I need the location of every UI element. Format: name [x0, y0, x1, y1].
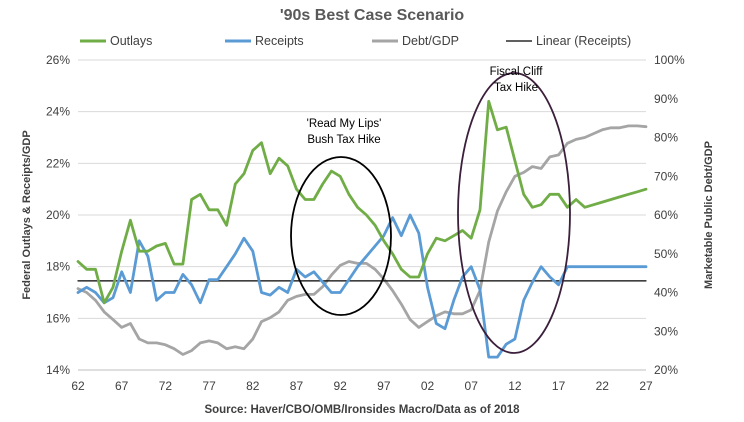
x-tick-label: 97	[377, 379, 391, 393]
y-right-tick-label: 30%	[654, 324, 678, 338]
x-tick-label: 87	[290, 379, 304, 393]
x-tick-label: 22	[596, 379, 610, 393]
x-tick-label: 82	[246, 379, 260, 393]
x-tick-label: 62	[71, 379, 85, 393]
y-right-tick-label: 60%	[654, 208, 678, 222]
x-tick-label: 77	[202, 379, 216, 393]
legend-label-receipts: Receipts	[255, 34, 304, 48]
y-left-tick-label: 14%	[46, 363, 70, 377]
y-left-tick-label: 24%	[46, 105, 70, 119]
annotation-read-my-lips: 'Read My Lips' Bush Tax Hike	[290, 118, 392, 316]
gridlines	[78, 59, 646, 371]
x-axis: 62 67 72 77 82 87 92 97 02 07 12 17 22 27	[71, 369, 653, 393]
y-right-tick-label: 70%	[654, 169, 678, 183]
annotation-text-read-my-lips-2: Bush Tax Hike	[307, 134, 380, 146]
x-tick-label: 02	[421, 379, 435, 393]
annotation-text-read-my-lips-1: 'Read My Lips'	[307, 118, 382, 130]
series-outlays-line	[76, 99, 648, 305]
legend-label-outlays: Outlays	[110, 34, 152, 48]
series-receipts-line	[76, 213, 648, 359]
chart-source: Source: Haver/CBO/OMB/Ironsides Macro/Da…	[204, 404, 520, 416]
legend: Outlays Receipts Debt/GDP Linear (Receip…	[80, 34, 631, 48]
x-tick-label: 72	[159, 379, 173, 393]
annotation-text-fiscal-cliff-1: Fiscal Cliff	[490, 66, 544, 78]
y-right-tick-label: 80%	[654, 131, 678, 145]
y-axis-left-title: Federal Outlays & Receipts/GDP	[21, 130, 33, 299]
y-left-tick-label: 26%	[46, 53, 70, 67]
x-tick-label: 17	[552, 379, 566, 393]
x-tick-label: 67	[115, 379, 129, 393]
x-tick-label: 07	[465, 379, 479, 393]
y-right-tick-label: 90%	[654, 92, 678, 106]
legend-label-debt: Debt/GDP	[402, 34, 459, 48]
annotation-circle-fiscal-cliff	[457, 72, 571, 354]
y-right-tick-label: 40%	[654, 286, 678, 300]
annotation-circle-read-my-lips	[290, 156, 392, 316]
legend-label-linear: Linear (Receipts)	[536, 34, 631, 48]
y-left-tick-label: 22%	[46, 156, 70, 170]
y-left-tick-label: 18%	[46, 260, 70, 274]
annotation-fiscal-cliff: Fiscal Cliff Tax Hike	[457, 66, 571, 354]
y-left-tick-label: 16%	[46, 311, 70, 325]
annotation-text-fiscal-cliff-2: Tax Hike	[494, 82, 538, 94]
y-axis-right-title: Marketable Public Debt/GDP	[703, 141, 715, 289]
chart-title: '90s Best Case Scenario	[280, 7, 465, 24]
series-debt-gdp-line	[76, 124, 648, 356]
y-axis-right: 20% 30% 40% 50% 60% 70% 80% 90% 100%	[654, 53, 685, 377]
x-tick-label: 12	[508, 379, 522, 393]
y-axis-left: 14% 16% 18% 20% 22% 24% 26%	[46, 53, 70, 377]
x-tick-label: 92	[333, 379, 347, 393]
x-tick-label: 27	[639, 379, 653, 393]
y-left-tick-label: 20%	[46, 208, 70, 222]
y-right-tick-label: 20%	[654, 363, 678, 377]
y-right-tick-label: 50%	[654, 247, 678, 261]
y-right-tick-label: 100%	[654, 53, 685, 67]
series-layer	[76, 99, 648, 359]
